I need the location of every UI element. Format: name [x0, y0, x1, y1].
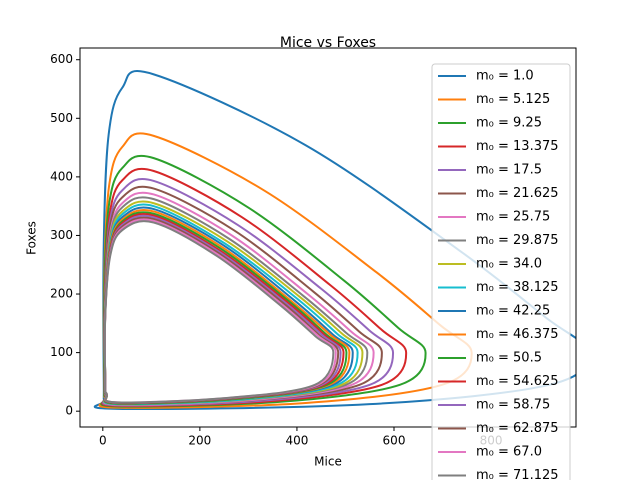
- legend-label: m₀ = 54.625: [476, 374, 559, 389]
- legend-label: m₀ = 58.75: [476, 398, 550, 413]
- legend: m₀ = 1.0 m₀ = 5.125 m₀ = 9.25 m₀ = 13.375 m₀…: [431, 63, 571, 480]
- legend-label: m₀ = 9.25: [476, 116, 542, 131]
- chart-title: Mice vs Foxes: [280, 35, 376, 51]
- legend-label: m₀ = 71.125: [476, 468, 559, 480]
- legend-label: m₀ = 13.375: [476, 139, 559, 154]
- series-line: [103, 220, 335, 404]
- y-tick-label: 100: [50, 345, 73, 359]
- x-tick-label: 400: [285, 434, 308, 448]
- legend-box: [431, 63, 571, 480]
- y-axis-label: Foxes: [25, 221, 39, 255]
- x-tick-label: 200: [188, 434, 211, 448]
- y-tick-label: 400: [50, 169, 73, 183]
- legend-label: m₀ = 34.0: [476, 257, 542, 272]
- y-tick-label: 300: [50, 228, 73, 242]
- legend-label: m₀ = 1.0: [476, 69, 534, 84]
- legend-label: m₀ = 25.75: [476, 210, 550, 225]
- y-tick-label: 0: [65, 404, 73, 418]
- plot-area: [93, 70, 576, 411]
- axes-frame: [79, 47, 577, 428]
- x-tick-label: 0: [99, 434, 107, 448]
- legend-label: m₀ = 50.5: [476, 351, 542, 366]
- legend-label: m₀ = 62.875: [476, 421, 559, 436]
- legend-label: m₀ = 21.625: [476, 186, 559, 201]
- legend-label: m₀ = 67.0: [476, 445, 542, 460]
- y-tick-label: 200: [50, 287, 73, 301]
- legend-label: m₀ = 17.5: [476, 163, 542, 178]
- y-tick-label: 600: [50, 52, 73, 66]
- legend-label: m₀ = 46.375: [476, 327, 559, 342]
- legend-label: m₀ = 29.875: [476, 233, 559, 248]
- legend-label: m₀ = 5.125: [476, 92, 550, 107]
- series-line: [98, 132, 473, 409]
- y-tick-label: 500: [50, 111, 73, 125]
- x-axis-label: Mice: [314, 455, 342, 469]
- legend-label: m₀ = 38.125: [476, 280, 559, 295]
- x-tick-label: 600: [383, 434, 406, 448]
- legend-label: m₀ = 42.25: [476, 304, 550, 319]
